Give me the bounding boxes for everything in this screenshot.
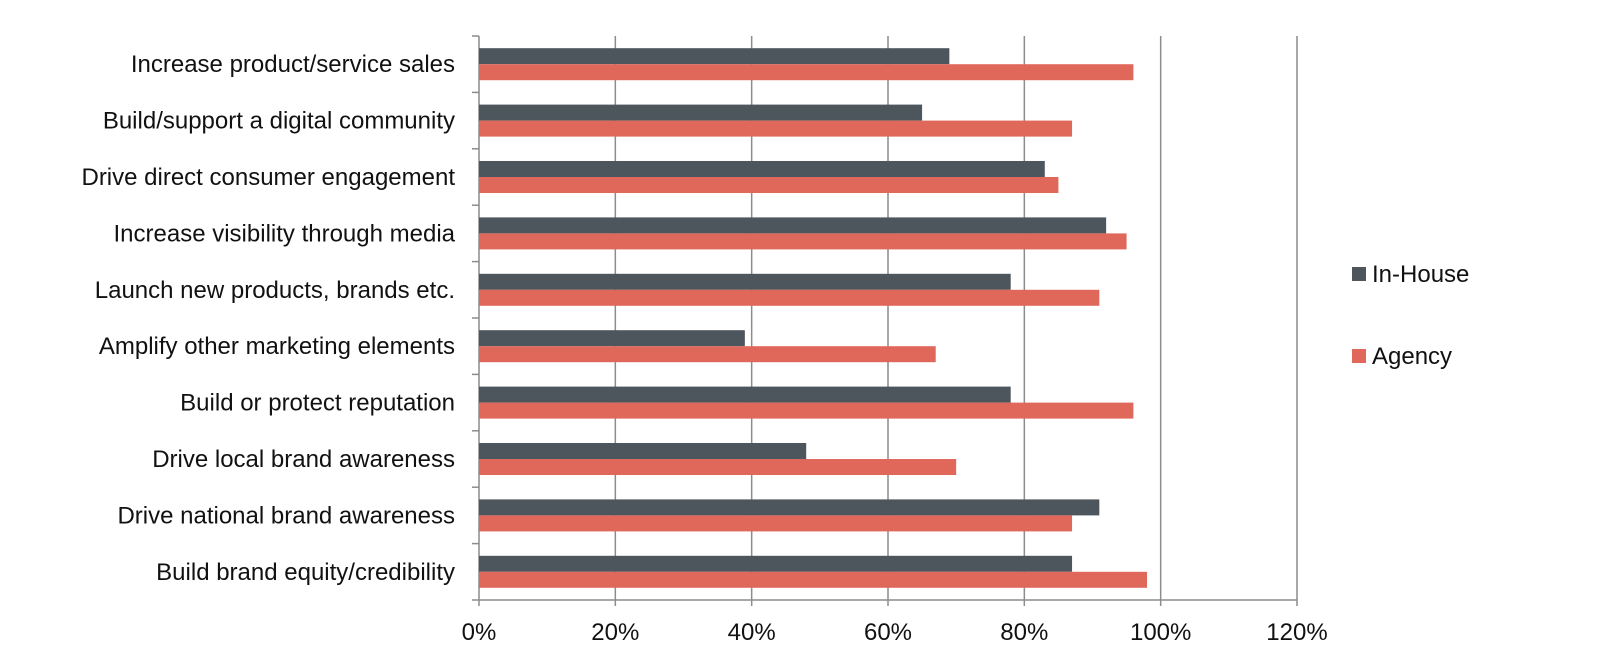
bar-agency: [479, 289, 1100, 306]
category-label: Launch new products, brands etc.: [95, 277, 455, 304]
legend-swatch: [1352, 349, 1366, 363]
legend: In-House Agency: [1352, 261, 1469, 370]
bar-agency: [479, 571, 1148, 588]
category-label: Build/support a digital community: [103, 108, 455, 135]
x-tick-label: 120%: [1266, 619, 1327, 646]
x-tick-labels: 0% 20% 40% 60% 80% 100% 120%: [462, 619, 1328, 646]
category-labels: Increase product/service sales Build/supp…: [81, 51, 455, 586]
bar-in-house: [479, 217, 1107, 234]
legend-swatch: [1352, 267, 1366, 281]
bar-agency: [479, 402, 1134, 419]
x-tick-label: 80%: [1000, 619, 1048, 646]
bar-agency: [479, 515, 1073, 532]
bar-in-house: [479, 330, 745, 347]
category-label: Build or protect reputation: [180, 390, 455, 417]
bar-in-house: [479, 443, 807, 459]
bar-in-house: [479, 161, 1045, 177]
bar-agency: [479, 346, 936, 363]
x-tick-label: 60%: [864, 619, 912, 646]
bar-agency: [479, 120, 1073, 137]
x-tick-label: 40%: [728, 619, 776, 646]
bar-agency: [479, 233, 1127, 250]
bar-in-house: [479, 273, 1011, 290]
category-label: Increase product/service sales: [131, 51, 455, 78]
x-tick-label: 20%: [591, 619, 639, 646]
bar-agency: [479, 459, 957, 475]
category-label: Build brand equity/credibility: [156, 559, 455, 586]
legend-label: Agency: [1372, 343, 1452, 370]
bars: [479, 48, 1148, 588]
category-label: Drive direct consumer engagement: [81, 164, 455, 191]
bar-in-house: [479, 499, 1100, 516]
category-label: Increase visibility through media: [114, 220, 456, 247]
bar-agency: [479, 177, 1059, 193]
category-label: Drive national brand awareness: [117, 502, 455, 529]
bar-in-house: [479, 104, 923, 121]
bar-in-house: [479, 555, 1073, 572]
bar-in-house: [479, 386, 1011, 403]
category-label: Amplify other marketing elements: [99, 333, 455, 360]
legend-label: In-House: [1372, 261, 1469, 288]
category-label: Drive local brand awareness: [152, 446, 455, 473]
bar-in-house: [479, 48, 950, 65]
bar-agency: [479, 64, 1134, 81]
x-tick-label: 0%: [462, 619, 497, 646]
x-tick-label: 100%: [1130, 619, 1191, 646]
